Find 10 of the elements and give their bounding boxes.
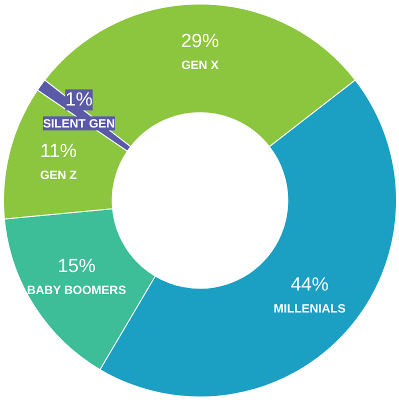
slice-label: GEN X [181, 58, 219, 72]
legend-label: SILENT GEN [42, 116, 115, 130]
slice-label: MILLENIALS [274, 301, 346, 316]
data-label: 1% [65, 89, 93, 110]
slice-label: GEN Z [40, 168, 77, 182]
slice-label: BABY BOOMERS [26, 283, 126, 297]
data-label: 11% [40, 141, 77, 162]
data-label: 44% [290, 274, 329, 296]
data-label: 29% [180, 31, 220, 52]
data-label: 15% [58, 256, 96, 277]
